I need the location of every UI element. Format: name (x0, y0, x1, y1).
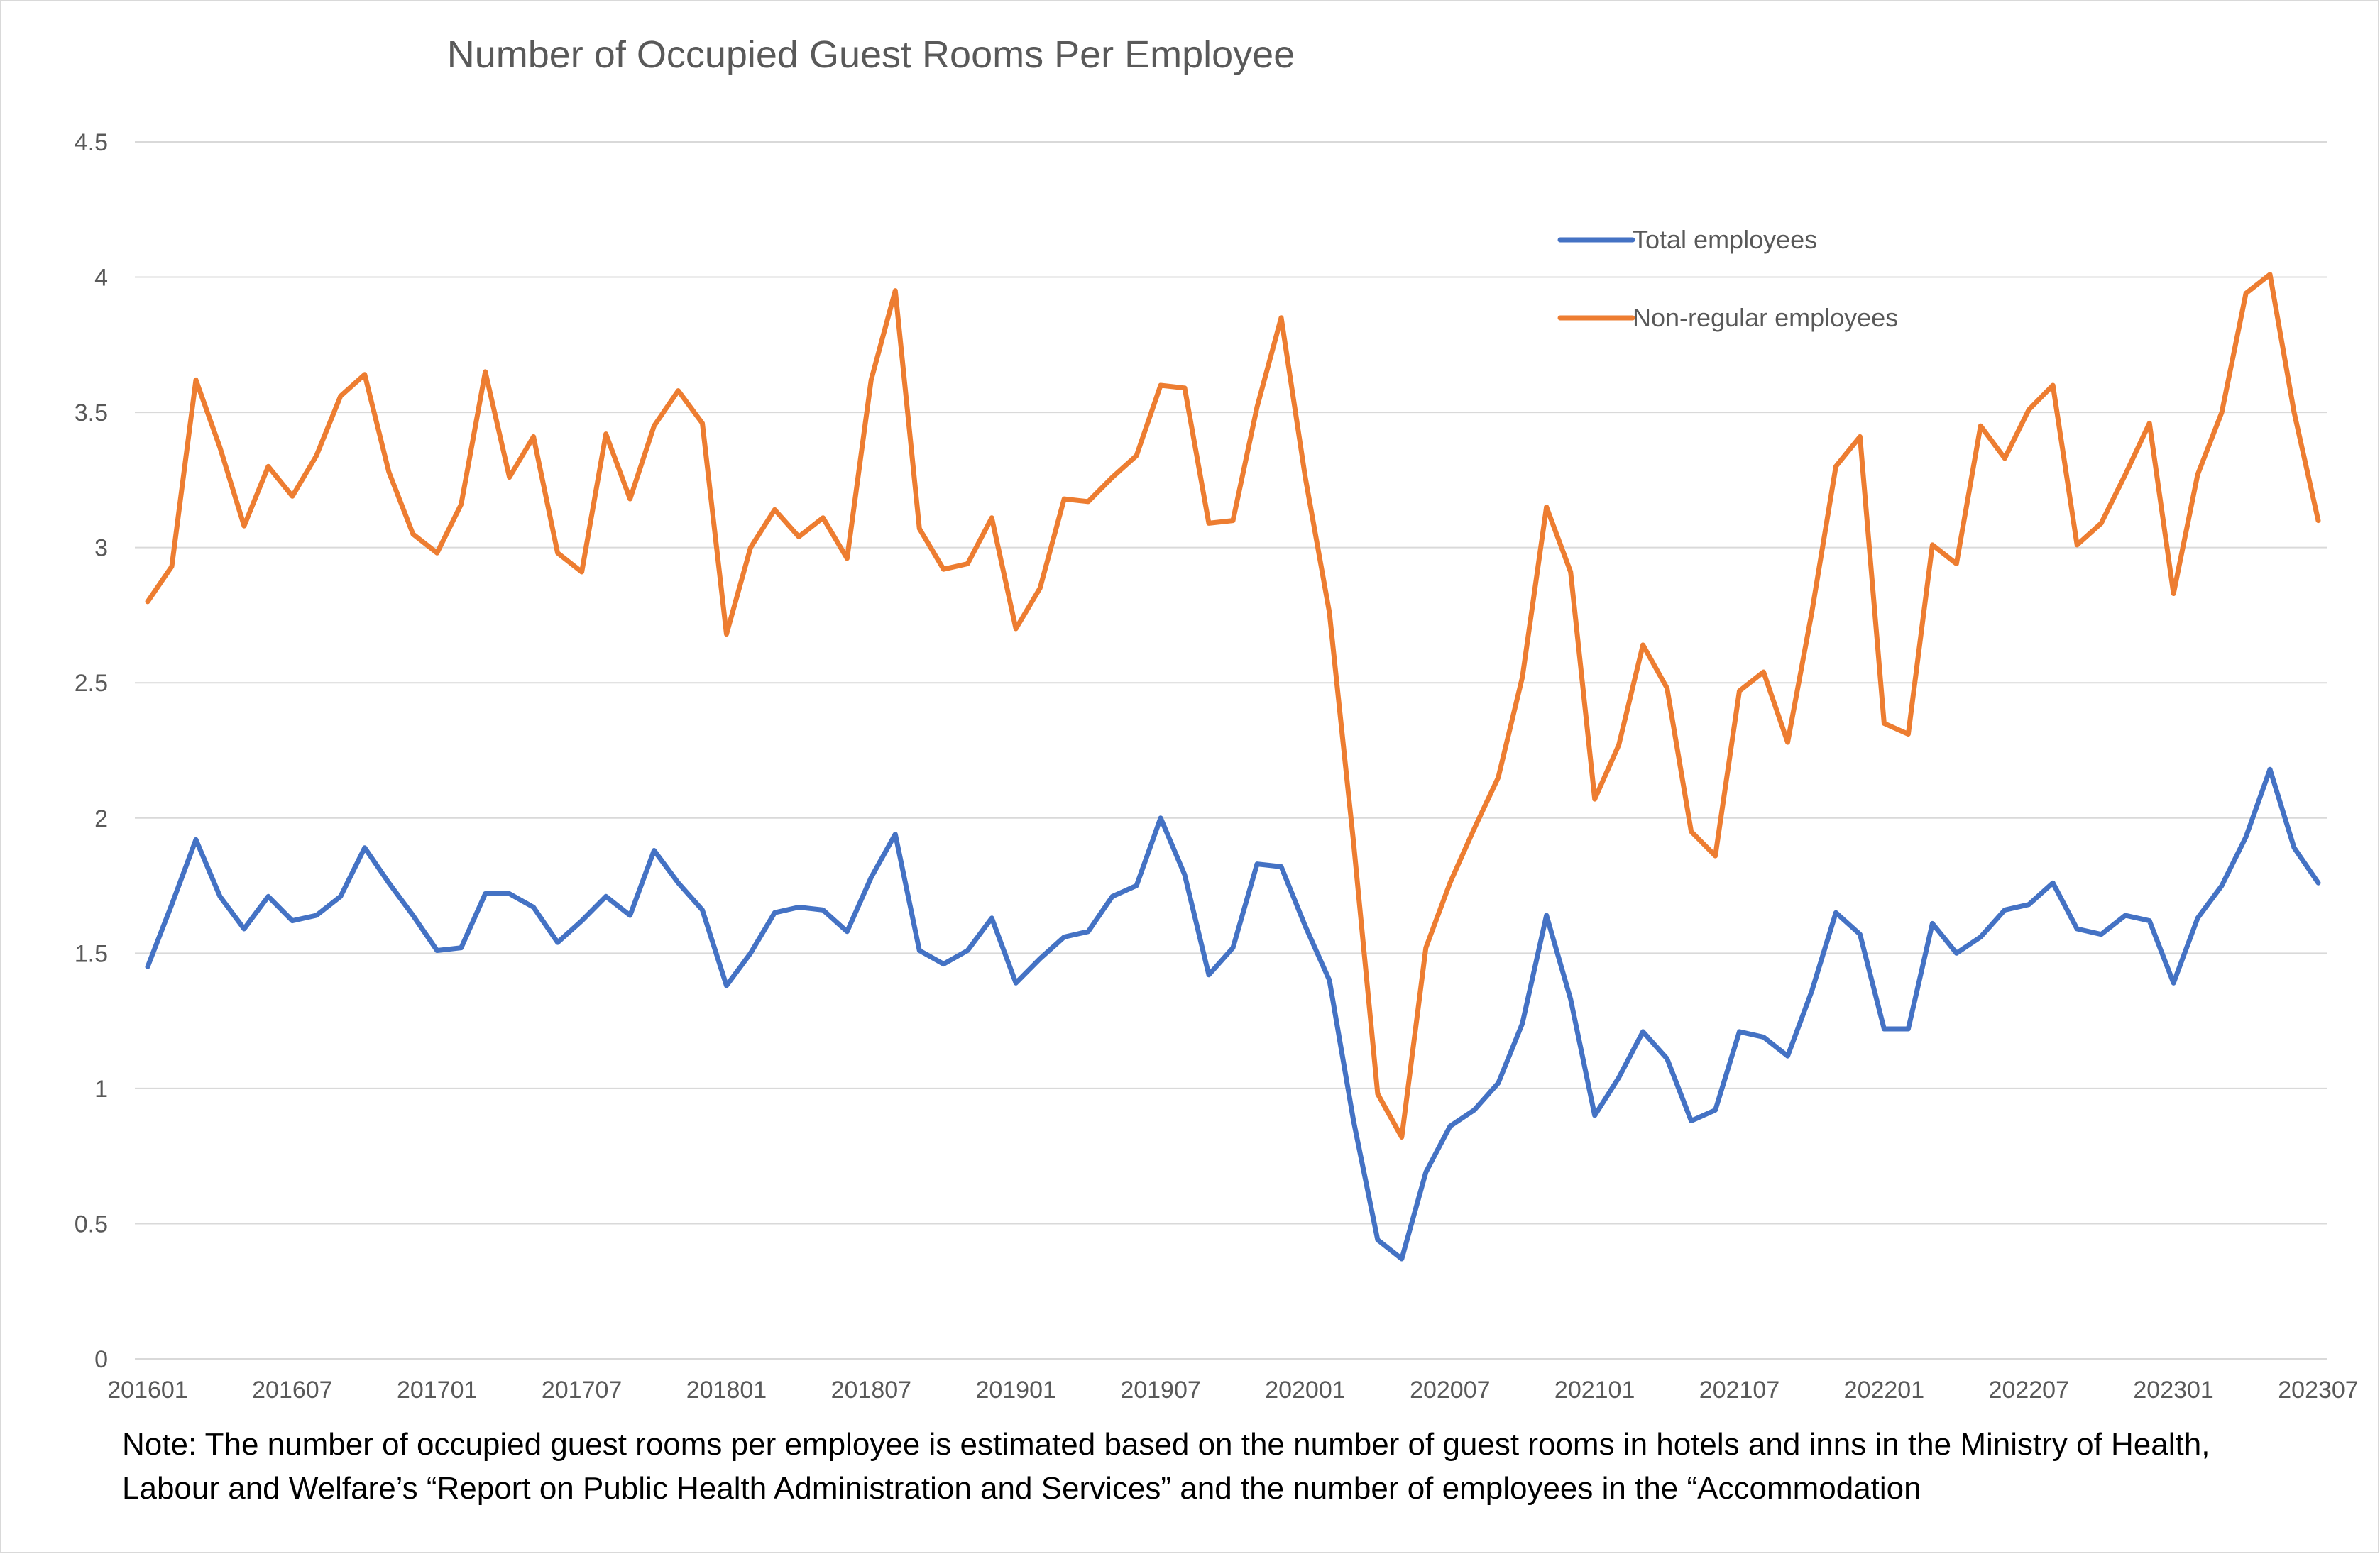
x-tick-label: 201607 (252, 1377, 332, 1404)
x-tick-label: 202307 (2278, 1377, 2358, 1404)
x-tick-label: 201601 (107, 1377, 187, 1404)
legend-label-non-regular: Non-regular employees (1633, 303, 1898, 332)
x-tick-label: 201907 (1120, 1377, 1200, 1404)
x-tick-label: 202001 (1265, 1377, 1345, 1404)
y-tick-label: 3 (94, 535, 108, 562)
y-tick-label: 2 (94, 805, 108, 832)
y-tick-label: 1 (94, 1076, 108, 1103)
legend: Total employees Non-regular employees (1557, 225, 1898, 332)
y-tick-label: 2.5 (75, 670, 108, 697)
gridlines (135, 141, 2327, 1360)
x-tick-label: 201807 (831, 1377, 911, 1404)
x-tick-label: 201701 (397, 1377, 477, 1404)
x-tick-label: 202101 (1554, 1377, 1635, 1404)
y-tick-label: 0 (94, 1346, 108, 1373)
x-tick-label: 201901 (975, 1377, 1055, 1404)
y-tick-label: 4.5 (75, 129, 108, 156)
x-tick-label: 201707 (542, 1377, 622, 1404)
x-tick-label: 202207 (1989, 1377, 2069, 1404)
x-tick-label: 202201 (1844, 1377, 1924, 1404)
series-lines (145, 272, 2321, 1262)
series-line-total-employees (145, 766, 2321, 1262)
chart-title: Number of Occupied Guest Rooms Per Emplo… (447, 33, 1295, 76)
x-tick-label: 201801 (686, 1377, 767, 1404)
y-tick-label: 0.5 (75, 1211, 108, 1238)
footnote: Note: The number of occupied guest rooms… (122, 1427, 2210, 1506)
y-tick-label: 3.5 (75, 399, 108, 426)
x-tick-label: 202107 (1699, 1377, 1779, 1404)
y-tick-label: 1.5 (75, 940, 108, 967)
y-tick-label: 4 (94, 265, 108, 292)
x-axis-ticks: 201601 201607 201701 201707 201801 201807 2019… (107, 1377, 2358, 1404)
x-tick-label: 202301 (2133, 1377, 2213, 1404)
legend-label-total: Total employees (1633, 225, 1817, 254)
x-tick-label: 202007 (1410, 1377, 1490, 1404)
series-line-non-regular-employees (145, 272, 2321, 1140)
y-axis-ticks: 0 0.5 1 1.5 2 2.5 3 3.5 4 4.5 (75, 129, 108, 1373)
